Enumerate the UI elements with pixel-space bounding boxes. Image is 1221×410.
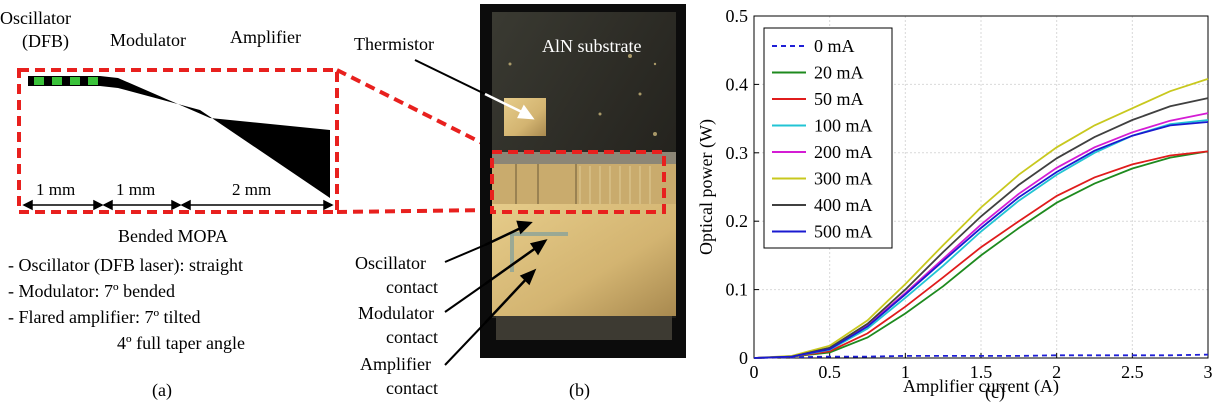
optical-power-chart: 0 0.5 1 1.5 2 2.5 3 0 0.1 0.2 0.3 0.4 0.5 Amplifier c… <box>696 6 1213 403</box>
panel-a-title: Bended MOPA <box>118 226 228 246</box>
x-tick-label: 1 <box>901 362 910 382</box>
modulator-contact-line1: Modulator <box>358 303 434 323</box>
y-tick-label: 0 <box>739 348 748 368</box>
zoom-line-bottom <box>336 208 480 214</box>
bullet-4: 4º full taper angle <box>117 333 246 353</box>
legend-label: 0 mA <box>814 36 855 56</box>
x-tick-label: 2.5 <box>1121 362 1144 382</box>
y-tick-label: 0.4 <box>726 74 749 94</box>
grating-stripe <box>70 77 80 85</box>
amplifier-contact-line1: Amplifier <box>360 354 431 374</box>
series-line <box>753 78 1209 359</box>
caption-c: (c) <box>985 382 1005 403</box>
y-tick-label: 0.1 <box>726 280 749 300</box>
caption-b: (b) <box>569 380 590 400</box>
y-tick-label: 0.2 <box>726 211 749 231</box>
oscillator-contact-line2: contact <box>386 277 438 297</box>
grating-stripe <box>88 77 98 85</box>
panel-b-arrows <box>414 59 548 366</box>
bullet-3: - Flared amplifier: 7º tilted <box>8 307 201 327</box>
submount-base <box>496 316 672 340</box>
legend-box <box>763 27 893 249</box>
x-tick-label: 1.5 <box>970 362 993 382</box>
modulator-label: Modulator <box>110 30 186 50</box>
x-tick-label: 2 <box>1052 362 1061 382</box>
waveguide-shape <box>28 76 330 198</box>
laser-bar-edge <box>492 152 676 164</box>
modulator-contact-line2: contact <box>386 327 438 347</box>
thermistor-label: Thermistor <box>354 34 434 54</box>
legend-label: 100 mA <box>814 116 873 136</box>
series-line <box>753 353 1209 359</box>
dim-1mm-b: 1 mm <box>116 180 156 199</box>
x-tick-label: 0 <box>750 362 759 382</box>
y-axis-label: Optical power (W) <box>696 119 717 255</box>
zoom-line-top <box>336 68 480 145</box>
amplifier-contact-line2: contact <box>386 378 438 398</box>
bullet-1: - Oscillator (DFB laser): straight <box>8 255 243 275</box>
y-tick-label: 0.3 <box>726 143 749 163</box>
oscillator-contact-line1: Oscillator <box>355 253 426 273</box>
caption-a: (a) <box>152 380 172 400</box>
chip-photo-drawing <box>480 4 686 358</box>
legend-label: 20 mA <box>814 63 864 83</box>
dim-2mm: 2 mm <box>232 180 272 199</box>
oscillator-label: Oscillator <box>0 8 71 28</box>
y-tick-label: 0.5 <box>726 6 749 26</box>
x-axis-label: Amplifier current (A) <box>903 376 1059 397</box>
legend-label: 500 mA <box>814 222 873 242</box>
x-tick-label: 0.5 <box>818 362 841 382</box>
series-line <box>753 97 1209 359</box>
series-line <box>753 150 1209 359</box>
series-line <box>753 121 1209 359</box>
chip-photo: AlN substrate <box>480 4 686 358</box>
zoom-box <box>17 68 339 214</box>
dfb-label: (DFB) <box>22 31 70 51</box>
legend-label: 200 mA <box>814 142 873 162</box>
mopa-diagram <box>17 68 480 214</box>
dimension-arrows <box>22 199 334 211</box>
legend-label: 400 mA <box>814 195 873 215</box>
series-line <box>753 150 1209 359</box>
substrate-label: AlN substrate <box>542 36 642 56</box>
grating-stripe <box>52 77 62 85</box>
amplifier-label: Amplifier <box>230 27 301 47</box>
legend-label: 50 mA <box>814 89 864 109</box>
bullet-2: - Modulator: 7º bended <box>8 281 176 301</box>
dim-1mm-a: 1 mm <box>36 180 76 199</box>
grating-stripe <box>34 77 44 85</box>
laser-highlight-box <box>490 150 666 214</box>
x-tick-label: 3 <box>1204 362 1213 382</box>
legend-label: 300 mA <box>814 169 873 189</box>
laser-contacts <box>492 164 676 204</box>
